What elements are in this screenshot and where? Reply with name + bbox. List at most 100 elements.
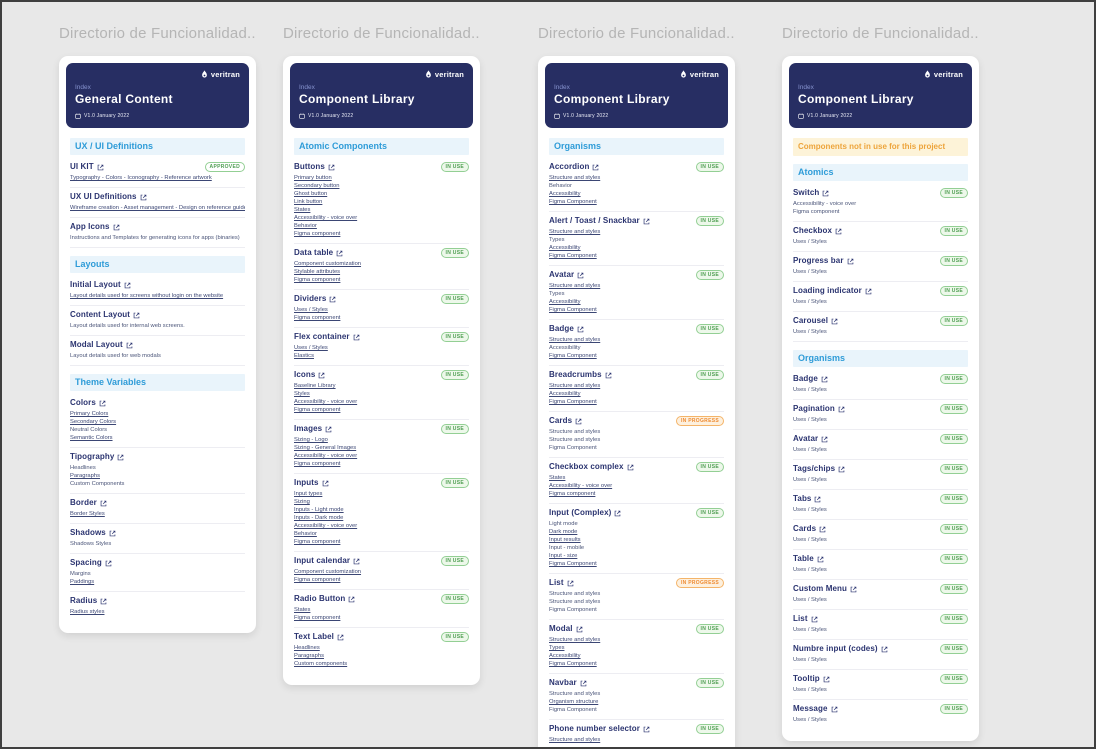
component-sublink[interactable]: Uses / Styles <box>793 507 827 513</box>
component-sublink[interactable]: Uses / Styles <box>793 627 827 633</box>
external-link-icon[interactable] <box>835 228 842 235</box>
component-sublink[interactable]: Uses / Styles <box>793 537 827 543</box>
component-sublink[interactable]: Accessibility <box>549 299 581 305</box>
component-sublink[interactable]: Uses / Styles <box>793 477 827 483</box>
component-sublink[interactable]: Layout details used for web modals <box>70 353 161 359</box>
component-sublink[interactable]: Uses / Styles <box>793 269 827 275</box>
component-sublink[interactable]: Paddings <box>70 579 95 585</box>
external-link-icon[interactable] <box>627 464 634 471</box>
external-link-icon[interactable] <box>113 224 120 231</box>
component-sublink[interactable]: Paragraphs <box>294 653 324 659</box>
component-sublink[interactable]: Uses / Styles <box>294 345 328 351</box>
component-sublink[interactable]: Structure and styles <box>549 637 601 643</box>
external-link-icon[interactable] <box>328 164 335 171</box>
component-sublink[interactable]: Styles <box>294 391 310 397</box>
external-link-icon[interactable] <box>336 250 343 257</box>
component-sublink[interactable]: Accessibility <box>549 191 581 197</box>
component-sublink[interactable]: Figma Component <box>549 561 597 567</box>
component-sublink[interactable]: Input types <box>294 491 323 497</box>
external-link-icon[interactable] <box>99 400 106 407</box>
external-link-icon[interactable] <box>124 282 131 289</box>
component-sublink[interactable]: Input results <box>549 537 581 543</box>
component-sublink[interactable]: Accessibility <box>549 345 581 351</box>
external-link-icon[interactable] <box>318 372 325 379</box>
component-sublink[interactable]: Types <box>549 237 565 243</box>
external-link-icon[interactable] <box>97 164 104 171</box>
component-sublink[interactable]: Structure and styles <box>549 437 601 443</box>
component-sublink[interactable]: Custom components <box>294 661 348 667</box>
component-sublink[interactable]: Headlines <box>294 645 320 651</box>
component-sublink[interactable]: Uses / Styles <box>793 567 827 573</box>
component-sublink[interactable]: Uses / Styles <box>793 447 827 453</box>
component-sublink[interactable]: Accessibility - voice over <box>549 483 613 489</box>
component-sublink[interactable]: Uses / Styles <box>793 417 827 423</box>
component-sublink[interactable]: Elastics <box>294 353 314 359</box>
component-sublink[interactable]: Figma Component <box>549 353 597 359</box>
component-sublink[interactable]: Component customization <box>294 569 362 575</box>
external-link-icon[interactable] <box>353 334 360 341</box>
component-sublink[interactable]: Figma Component <box>549 307 597 313</box>
component-sublink[interactable]: Accessibility - voice over <box>294 215 358 221</box>
component-sublink[interactable]: Figma component <box>294 577 341 583</box>
component-sublink[interactable]: Structure and styles <box>549 591 601 597</box>
component-sublink[interactable]: Figma Component <box>549 707 597 713</box>
component-sublink[interactable]: Wireframe creation - Asset management - … <box>70 205 245 211</box>
component-sublink[interactable]: Figma Component <box>549 253 597 259</box>
component-sublink[interactable]: Accessibility <box>549 653 581 659</box>
external-link-icon[interactable] <box>838 406 845 413</box>
external-link-icon[interactable] <box>817 556 824 563</box>
component-sublink[interactable]: Structure and styles <box>549 599 601 605</box>
component-sublink[interactable]: Uses / Styles <box>793 657 827 663</box>
external-link-icon[interactable] <box>109 530 116 537</box>
component-sublink[interactable]: Custom Components <box>70 481 125 487</box>
component-sublink[interactable]: Structure and styles <box>549 691 601 697</box>
component-sublink[interactable]: Figma Component <box>549 399 597 405</box>
external-link-icon[interactable] <box>577 272 584 279</box>
external-link-icon[interactable] <box>325 426 332 433</box>
component-sublink[interactable]: Behavior <box>294 531 317 537</box>
component-sublink[interactable]: Figma Component <box>549 661 597 667</box>
component-sublink[interactable]: Figma component <box>294 407 341 413</box>
component-sublink[interactable]: Figma component <box>294 315 341 321</box>
external-link-icon[interactable] <box>847 258 854 265</box>
component-sublink[interactable]: Secondary Colors <box>70 419 117 425</box>
frame-title[interactable]: Directorio de Funcionalidad... <box>782 25 979 42</box>
component-sublink[interactable]: Sizing - General Images <box>294 445 357 451</box>
external-link-icon[interactable] <box>850 586 857 593</box>
component-sublink[interactable]: Stylable attributes <box>294 269 341 275</box>
component-sublink[interactable]: Shadows Styles <box>70 541 112 547</box>
external-link-icon[interactable] <box>575 418 582 425</box>
component-sublink[interactable]: Structure and styles <box>549 429 601 435</box>
external-link-icon[interactable] <box>126 342 133 349</box>
component-sublink[interactable]: Light mode <box>549 521 578 527</box>
component-sublink[interactable]: Layout details used for screens without … <box>70 293 224 299</box>
component-sublink[interactable]: Uses / Styles <box>294 307 328 313</box>
external-link-icon[interactable] <box>117 454 124 461</box>
component-sublink[interactable]: Primary button <box>294 175 332 181</box>
external-link-icon[interactable] <box>577 326 584 333</box>
external-link-icon[interactable] <box>823 676 830 683</box>
frame-title[interactable]: Directorio de Funcionalidad... <box>538 25 735 42</box>
component-sublink[interactable]: States <box>294 207 311 213</box>
component-sublink[interactable]: Primary Colors <box>70 411 109 417</box>
component-sublink[interactable]: Accessibility <box>549 391 581 397</box>
component-sublink[interactable]: Organism structure <box>549 699 599 705</box>
component-sublink[interactable]: Border Styles <box>70 511 105 517</box>
component-sublink[interactable]: States <box>294 607 311 613</box>
external-link-icon[interactable] <box>821 436 828 443</box>
external-link-icon[interactable] <box>811 616 818 623</box>
component-sublink[interactable]: Figma component <box>294 277 341 283</box>
component-sublink[interactable]: Accessibility <box>549 245 581 251</box>
component-sublink[interactable]: Inputs - Dark mode <box>294 515 344 521</box>
component-sublink[interactable]: States <box>549 475 566 481</box>
component-sublink[interactable]: Uses / Styles <box>793 387 827 393</box>
external-link-icon[interactable] <box>814 496 821 503</box>
component-sublink[interactable]: Uses / Styles <box>793 329 827 335</box>
component-sublink[interactable]: Behavior <box>549 183 572 189</box>
external-link-icon[interactable] <box>105 560 112 567</box>
frame-title[interactable]: Directorio de Funcionalidad... <box>59 25 256 42</box>
component-sublink[interactable]: Types <box>549 645 565 651</box>
component-sublink[interactable]: Structure and styles <box>549 337 601 343</box>
component-sublink[interactable]: Figma component <box>294 539 341 545</box>
component-sublink[interactable]: Instructions and Templates for generatin… <box>70 235 240 241</box>
